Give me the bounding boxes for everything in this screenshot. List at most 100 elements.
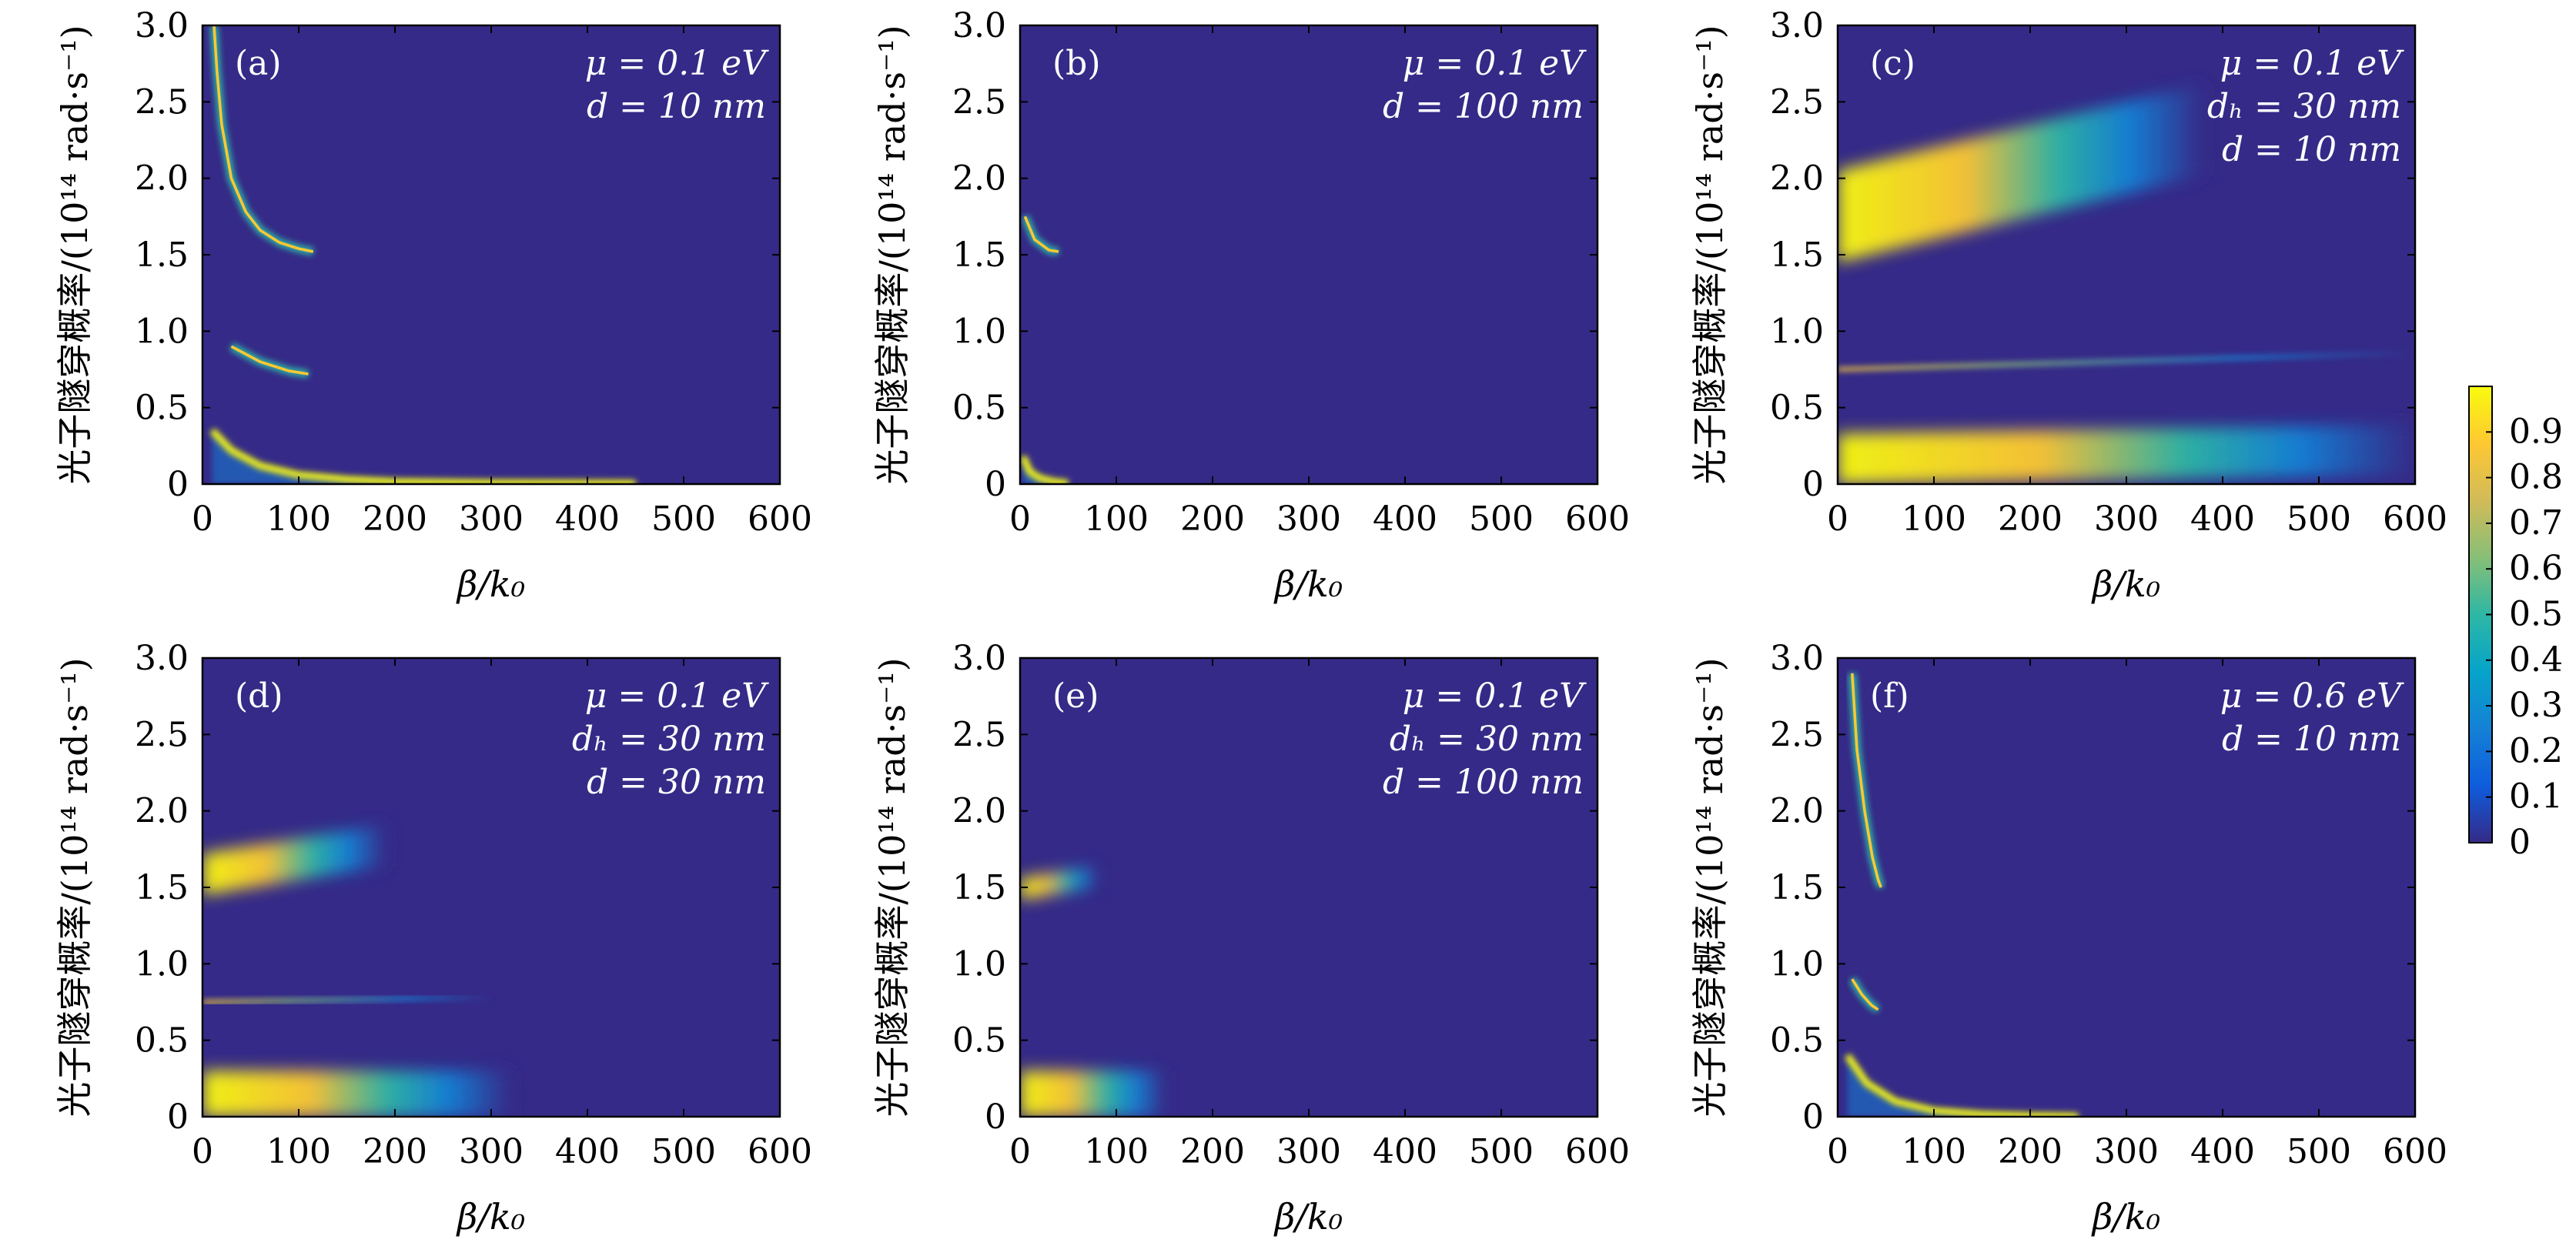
panel-f: 0 100 200 300 400 500 600 0 0.5 1.0 1.5 2.0 2.5 3.0 β/… [1689,639,2447,1238]
colorbar-tick-label: 0.1 [2509,777,2563,817]
x-tick-label: 0 [192,499,213,539]
x-tick-label: 300 [2094,499,2159,539]
parameter-annotation: d = 10 nm [2222,130,2401,169]
x-tick-label: 100 [1902,1132,1966,1171]
y-tick-label: 0 [985,1097,1006,1137]
y-tick-label: 2.5 [1770,715,1824,754]
y-tick-label: 2.0 [952,792,1006,831]
y-tick-label: 3.0 [1770,639,1824,678]
x-tick-label: 0 [1009,1132,1031,1171]
panel-label: (b) [1052,44,1101,83]
panel-e: 0 100 200 300 400 500 600 0 0.5 1.0 1.5 2.0 2.5 3.0 β/… [871,639,1630,1238]
panel-label: (c) [1870,44,1915,83]
blob-mark [1020,866,1097,900]
band-mark [1838,351,2415,372]
decay-area [1847,1055,2079,1117]
x-tick-label: 400 [555,499,620,539]
colorbar-tick-label: 0.7 [2509,503,2563,543]
x-tick-label: 200 [363,1132,427,1171]
branch-mark [1023,215,1059,253]
colorbar-tick-label: 0.5 [2509,595,2563,634]
blob-mark [1838,83,2203,262]
plot-area [1020,25,1597,484]
y-tick-label: 0 [167,1097,189,1137]
plot-area [1838,658,2415,1117]
y-tick-label: 0 [1802,465,1824,504]
panel-d: 0 100 200 300 400 500 600 0 0.5 1.0 1.5 2.0 2.5 3.0 β/… [54,639,812,1238]
x-tick-label: 600 [2383,1132,2447,1171]
x-axis-label: β/k₀ [456,563,525,605]
x-tick-label: 100 [266,499,331,539]
x-tick-label: 200 [1180,499,1245,539]
x-tick-label: 500 [2287,1132,2351,1171]
parameter-annotation: dₕ = 30 nm [1390,720,1584,759]
panel-label: (f) [1870,676,1909,716]
x-tick-label: 400 [2190,499,2255,539]
x-tick-label: 400 [2190,1132,2255,1171]
x-tick-label: 500 [1469,1132,1534,1171]
y-tick-label: 0.5 [952,389,1006,428]
x-tick-label: 100 [1084,499,1149,539]
x-tick-label: 400 [1373,1132,1437,1171]
colorbar-tick-label: 0.4 [2509,640,2563,680]
panel-c: 0 100 200 300 400 500 600 0 0.5 1.0 1.5 2.0 2.5 3.0 β/… [1689,6,2447,605]
y-tick-label: 1.5 [1770,236,1824,275]
x-tick-label: 300 [2094,1132,2159,1171]
parameter-annotation: μ = 0.1 eV [585,676,769,716]
y-tick-label: 2.5 [952,715,1006,754]
y-tick-label: 0.5 [1770,389,1824,428]
y-tick-label: 0.5 [952,1021,1006,1061]
y-tick-label: 1.5 [952,868,1006,907]
y-tick-label: 0 [1802,1097,1824,1137]
x-tick-label: 0 [1009,499,1031,539]
x-tick-label: 300 [459,1132,524,1171]
y-tick-label: 0 [985,465,1006,504]
y-tick-label: 0.5 [135,1021,189,1061]
x-tick-label: 200 [1998,1132,2062,1171]
y-tick-label: 1.0 [952,312,1006,351]
x-tick-label: 500 [651,499,716,539]
y-tick-label: 3.0 [135,639,189,678]
y-tick-label: 1.0 [135,312,189,351]
colorbar: 0 0.1 0.2 0.3 0.4 0.5 0.6 0.7 0.8 0.9 [2468,386,2563,862]
x-tick-label: 100 [266,1132,331,1171]
x-tick-label: 400 [555,1132,620,1171]
blob-mark [202,824,386,895]
branch-mark [1851,978,1879,1011]
branch-mark [1851,673,1882,888]
y-axis-label: 光子隧穿概率/(10¹⁴ rad·s⁻¹) [1689,657,1731,1117]
colorbar-tick-label: 0.6 [2509,549,2563,588]
y-tick-label: 2.5 [135,715,189,754]
y-tick-label: 1.0 [1770,944,1824,984]
parameter-annotation: dₕ = 30 nm [572,720,766,759]
y-tick-label: 2.0 [1770,159,1824,199]
x-tick-label: 300 [459,499,524,539]
y-tick-label: 3.0 [1770,6,1824,45]
panel-label: (a) [235,44,282,83]
y-tick-label: 1.5 [952,236,1006,275]
parameter-annotation: d = 100 nm [1383,87,1584,126]
x-tick-label: 100 [1084,1132,1149,1171]
x-tick-label: 600 [1565,499,1630,539]
x-tick-label: 100 [1902,499,1966,539]
x-axis-label: β/k₀ [2091,1196,2160,1238]
y-tick-label: 3.0 [952,6,1006,45]
y-tick-label: 3.0 [952,639,1006,678]
parameter-annotation: μ = 0.1 eV [1403,676,1587,716]
x-tick-label: 600 [748,499,812,539]
x-axis-label: β/k₀ [456,1196,525,1238]
x-tick-label: 200 [1180,1132,1245,1171]
decay-area [212,430,636,484]
blob-mark [1838,424,2415,484]
y-tick-label: 1.0 [1770,312,1824,351]
x-tick-label: 500 [1469,499,1534,539]
y-tick-label: 2.0 [1770,792,1824,831]
decay-mark [1020,455,1069,484]
parameter-annotation: d = 10 nm [2222,720,2401,759]
x-tick-label: 0 [192,1132,213,1171]
parameter-annotation: μ = 0.6 eV [2220,676,2404,716]
y-tick-label: 1.0 [135,944,189,984]
colorbar-tick-label: 0.2 [2509,731,2563,770]
y-axis-label: 光子隧穿概率/(10¹⁴ rad·s⁻¹) [54,25,95,484]
